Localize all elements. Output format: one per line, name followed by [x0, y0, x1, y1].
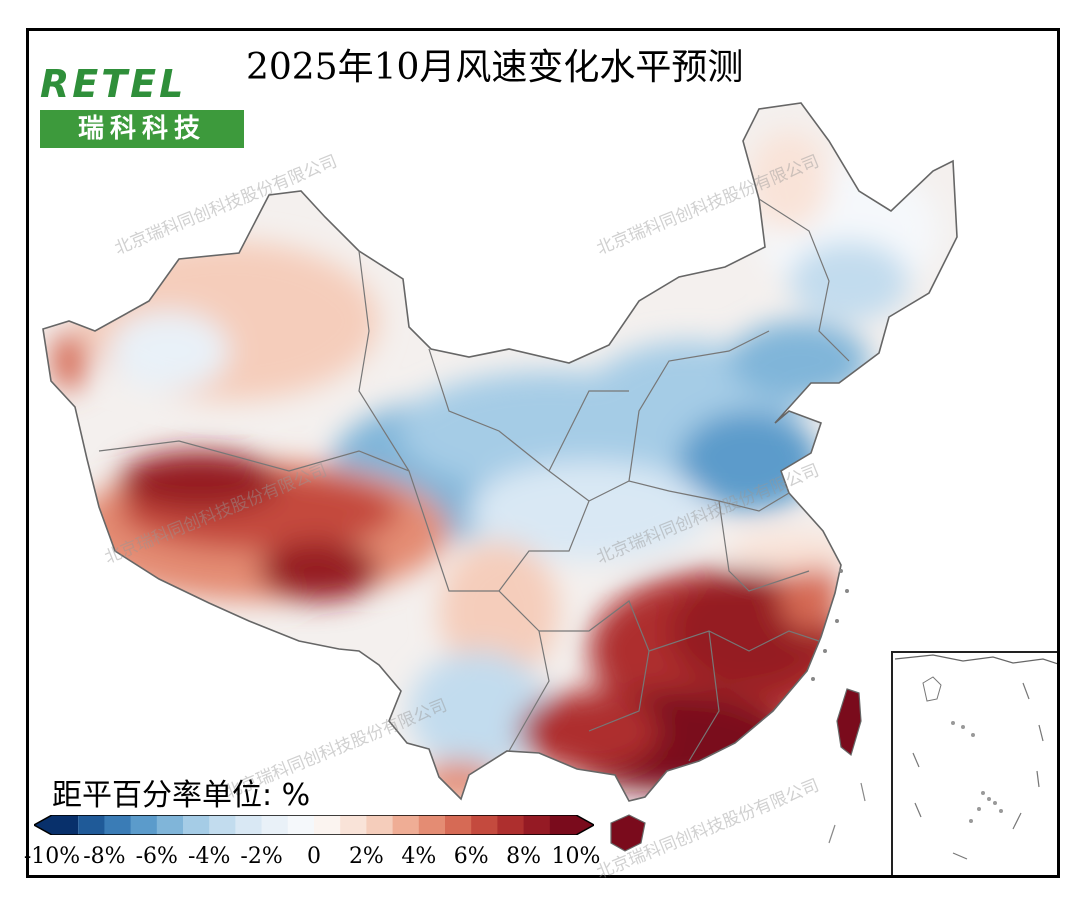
colorbar-segment: [523, 815, 551, 835]
province-borders: [98, 198, 850, 762]
colorbar-segment: [130, 815, 158, 835]
colorbar-segment: [366, 815, 394, 835]
colorbar-segment: [471, 815, 498, 835]
colorbar-tick-label: 2%: [348, 844, 384, 869]
colorbar-segment: [549, 815, 594, 835]
colorbar-segment: [209, 815, 236, 835]
colorbar-tick-label: -10%: [23, 844, 81, 869]
island-hainan: [610, 814, 646, 852]
colorbar-segment: [340, 815, 367, 835]
colorbar-tick-label: -6%: [135, 844, 178, 869]
colorbar-tick-label: 8%: [506, 844, 542, 869]
island-taiwan: [836, 688, 862, 757]
colorbar-segment: [392, 815, 420, 835]
colorbar-segment: [183, 815, 210, 835]
anomaly-map: [42, 102, 958, 852]
colorbar-segment: [314, 815, 341, 835]
page-title: 2025年10月风速变化水平预测: [246, 47, 744, 88]
logo-wordmark: RETEL: [40, 62, 187, 106]
unit-label: 距平百分率单位: %: [52, 778, 311, 813]
nine-dash-line-segments: [828, 782, 866, 844]
colorbar-segment: [104, 815, 132, 835]
colorbar-tick-label: 6%: [453, 844, 489, 869]
colorbar-segment: [78, 815, 105, 835]
colorbar-segment: [418, 815, 446, 835]
colorbar-segment: [34, 815, 79, 835]
coastal-islands: [811, 569, 849, 681]
colorbar-segment: [287, 815, 315, 835]
colorbar-tick-label: 0: [307, 844, 321, 869]
colorbar-segment: [261, 815, 289, 835]
colorbar-tick-label: -4%: [188, 844, 231, 869]
colorbar-segment: [156, 815, 184, 835]
colorbar-tick-label: 10%: [551, 844, 601, 869]
colorbar-tick-label: -8%: [83, 844, 126, 869]
colorbar: [34, 815, 594, 835]
map-frame: [26, 28, 1060, 878]
colorbar-segment: [235, 815, 263, 835]
colorbar-segment: [445, 815, 472, 835]
inset-map: [894, 654, 1057, 860]
logo-company-name: 瑞科科技: [40, 110, 244, 148]
colorbar-segment: [497, 815, 525, 835]
colorbar-tick-label: 4%: [401, 844, 437, 869]
china-border: [42, 102, 958, 802]
south-china-sea-inset: [891, 651, 1057, 875]
colorbar-tick-label: -2%: [240, 844, 283, 869]
